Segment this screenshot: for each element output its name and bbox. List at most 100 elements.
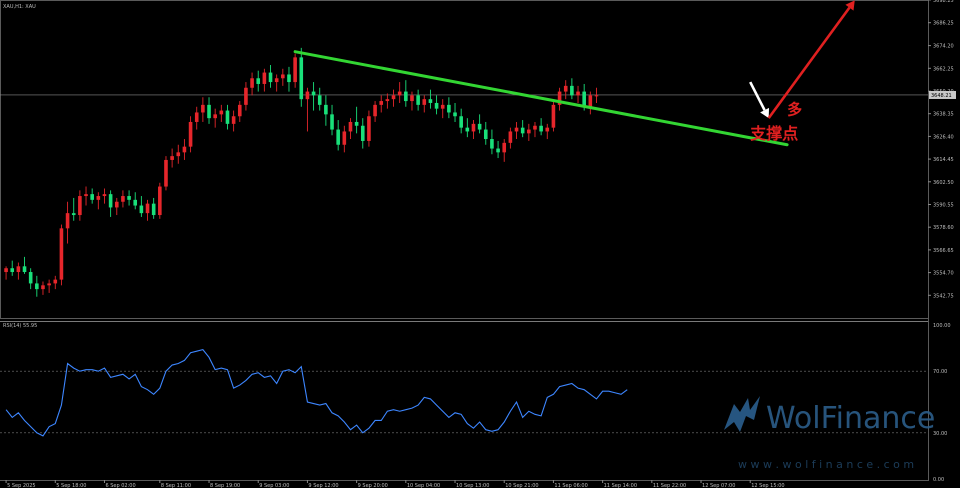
arrow-head [760,107,770,119]
candle-body [28,272,33,284]
time-tick-label: 12 Sep 15:00 [751,483,784,488]
candle [244,82,248,111]
candle-body [465,127,470,132]
candle [539,118,543,136]
candle [471,120,476,140]
candle [133,192,138,210]
candle [342,125,347,153]
candle-body [533,125,537,130]
price-tick-label: 3602.50 [933,180,954,186]
candle-body [219,110,224,115]
candle [324,95,328,126]
current-price-box [929,90,956,99]
candle [139,196,144,217]
candle-body [453,112,457,117]
candle [201,97,205,122]
candle-body [410,95,414,102]
candle [47,279,51,293]
candle [121,190,125,208]
arrow-head [845,0,855,11]
candle-body [514,127,519,132]
candle [108,190,113,217]
direction-arrow [749,81,770,119]
candle-body [84,194,88,197]
support-trendline [293,50,789,147]
time-tick-label: 10 Sep 13:00 [456,483,489,488]
candle [145,199,150,221]
candle [219,104,224,122]
candle-body [539,125,543,132]
rsi-tick-label: 70.00 [933,369,947,375]
rsi-tick-label: 30.00 [933,431,947,437]
candle-body [342,131,347,145]
candle-body [330,114,334,130]
candle-body [563,85,568,92]
candle [53,275,58,290]
price-tick-label: 3662.25 [933,66,954,72]
candle [90,188,94,204]
candle-body [4,268,8,273]
candle [551,101,556,132]
candle-body [10,268,15,273]
candle-body [151,203,156,216]
time-tick-label: 9 Sep 20:00 [358,483,388,488]
price-tick-label: 3578.60 [933,225,954,231]
candle [354,106,359,134]
candle [416,89,420,111]
watermark-url: w w w . w o l f i n a n c e . c o m [738,458,914,471]
candle [231,110,236,132]
price-tick-label: 3566.65 [933,248,954,254]
time-tick-label: 11 Sep 06:00 [554,483,587,488]
price-tick-label: 3590.55 [933,202,954,208]
candle [10,260,15,276]
candle [293,53,297,88]
candle [158,182,162,219]
candle-body [348,121,353,132]
candle [533,121,537,138]
candle-body [213,114,217,119]
candle [41,281,45,295]
watermark-brand: WolFinance [766,401,935,436]
rsi-line [5,349,628,437]
candle [422,95,427,113]
candle-body [404,91,408,102]
candle-body [576,91,580,96]
candle-body [35,283,39,290]
candle-body [102,194,107,197]
candle-body [447,104,451,113]
candle [84,186,88,206]
candle-body [545,127,550,132]
candle [557,87,562,111]
candle-body [121,196,125,202]
candle [373,101,377,122]
candle [330,104,334,136]
candle [28,268,33,290]
candle [490,129,494,155]
candle-body [508,131,513,143]
candle-body [244,87,248,105]
time-tick-label: 9 Sep 03:00 [259,483,289,488]
candle-body [490,139,494,149]
candle-body [434,102,439,109]
candle-body [41,285,45,290]
candle [465,118,470,138]
candle-body [16,266,21,273]
support-point-annotation: 支撑点 [749,124,798,143]
candle [576,85,580,103]
price-tick-label: 3626.40 [933,134,954,140]
candle [434,95,439,115]
candle [385,93,390,109]
candle-body [287,74,291,83]
candle-body [311,91,316,96]
candle-body [373,104,377,117]
candle-body [570,85,574,96]
candle [96,192,101,210]
candle [397,82,402,103]
candle-body [477,123,482,130]
candle [508,127,513,149]
candle-body [170,156,174,160]
rsi-tick-label: 0.00 [933,477,944,483]
long-annotation: 多 [787,100,802,118]
